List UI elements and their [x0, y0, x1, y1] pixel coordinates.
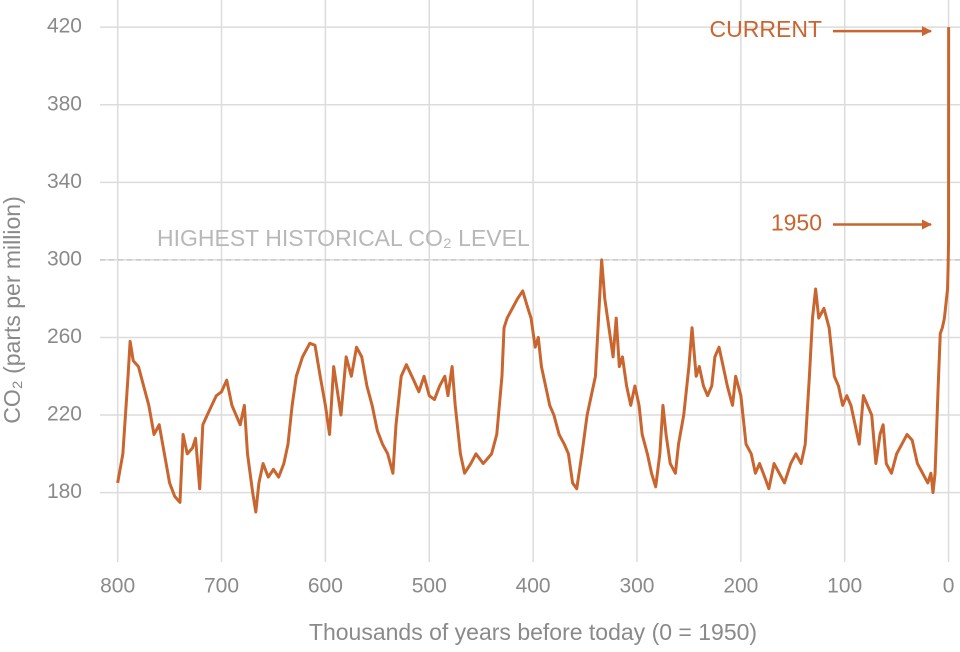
- reference-label: HIGHEST HISTORICAL CO₂ LEVEL: [157, 225, 530, 251]
- y-tick-label: 340: [47, 170, 82, 193]
- x-tick-label: 100: [827, 575, 862, 598]
- y-tick-label: 220: [47, 403, 82, 426]
- y-tick-label: 180: [47, 480, 82, 503]
- y-tick-label: 300: [47, 247, 82, 270]
- annotation-label: CURRENT: [710, 16, 822, 42]
- x-tick-label: 700: [204, 575, 239, 598]
- x-tick-label: 800: [100, 575, 135, 598]
- y-tick-label: 420: [47, 15, 82, 38]
- annotation-label: 1950: [771, 210, 822, 236]
- x-tick-label: 500: [412, 575, 447, 598]
- x-tick-label: 300: [619, 575, 654, 598]
- x-tick-label: 200: [723, 575, 758, 598]
- y-tick-label: 380: [47, 92, 82, 115]
- y-axis-label: CO₂ (parts per million): [0, 196, 25, 423]
- x-axis-label: Thousands of years before today (0 = 195…: [309, 619, 757, 645]
- x-tick-label: 400: [516, 575, 551, 598]
- x-tick-label: 600: [308, 575, 343, 598]
- y-tick-label: 260: [47, 325, 82, 348]
- co2-line: [116, 27, 951, 514]
- x-tick-label: 0: [943, 575, 955, 598]
